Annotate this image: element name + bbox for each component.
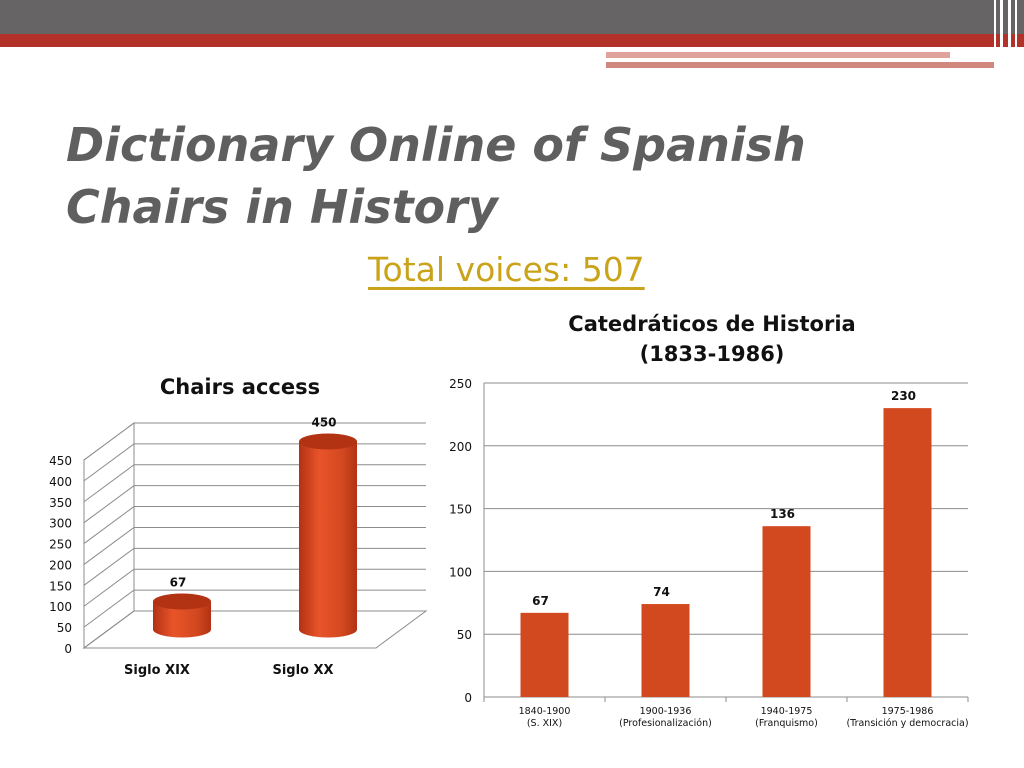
- header-bar-dark: [0, 0, 1024, 34]
- y-tick-label: 100: [49, 600, 72, 614]
- slide-title: Dictionary Online of Spanish Chairs in H…: [66, 118, 806, 234]
- data-label: 74: [653, 585, 670, 599]
- y-tick-label: 50: [457, 628, 472, 642]
- data-label: 230: [891, 389, 916, 403]
- data-label: 67: [532, 594, 549, 608]
- bar: [883, 408, 932, 697]
- y-tick-label: 450: [49, 454, 72, 468]
- x-tick-label: (S. XIX): [527, 718, 562, 729]
- bar-cylinder-top: [299, 433, 357, 450]
- header-bar-red: [0, 34, 1024, 47]
- y-tick-label: 150: [49, 579, 72, 593]
- x-tick-label: Siglo XIX: [124, 663, 190, 678]
- chart-title: Chairs access: [160, 375, 320, 399]
- y-tick-label: 0: [464, 691, 472, 705]
- bar: [520, 612, 569, 697]
- y-tick-label: 100: [449, 565, 472, 579]
- gridline: [83, 422, 426, 461]
- bar-cylinder: [153, 601, 211, 638]
- y-tick-label: 0: [64, 642, 72, 656]
- x-tick-label: 1940-1975: [761, 706, 813, 717]
- data-label: 67: [170, 576, 187, 590]
- x-tick-label: (Profesionalización): [619, 718, 712, 729]
- bar-cylinder: [299, 441, 357, 638]
- bar: [641, 604, 690, 697]
- y-tick-label: 350: [49, 496, 72, 510]
- y-tick-label: 50: [57, 621, 72, 635]
- x-tick-label: 1975-1986: [882, 706, 934, 717]
- y-tick-label: 300: [49, 517, 72, 531]
- y-tick-label: 150: [449, 503, 472, 517]
- bar-cylinder-top: [153, 593, 211, 610]
- bar: [762, 526, 811, 697]
- data-label: 136: [770, 507, 795, 521]
- x-tick-label: (Franquismo): [755, 718, 818, 729]
- chart-title-line: Catedráticos de Historia: [568, 312, 855, 336]
- x-tick-label: 1840-1900: [519, 706, 571, 717]
- header-accent-line-2: [606, 62, 996, 68]
- y-tick-label: 200: [449, 440, 472, 454]
- y-tick-label: 250: [449, 377, 472, 391]
- x-tick-label: (Transición y democracia): [846, 718, 968, 729]
- x-tick-label: 1900-1936: [640, 706, 692, 717]
- x-tick-label: Siglo XX: [272, 663, 333, 678]
- y-tick-label: 250: [49, 538, 72, 552]
- y-tick-label: 400: [49, 475, 72, 489]
- chart-title-line: (1833-1986): [640, 342, 785, 366]
- header-decorative-stripes: [990, 0, 1024, 70]
- y-tick-label: 200: [49, 558, 72, 572]
- header-accent-line-1: [606, 52, 950, 58]
- total-voices-link[interactable]: Total voices: 507: [368, 250, 645, 289]
- data-label: 450: [311, 416, 336, 430]
